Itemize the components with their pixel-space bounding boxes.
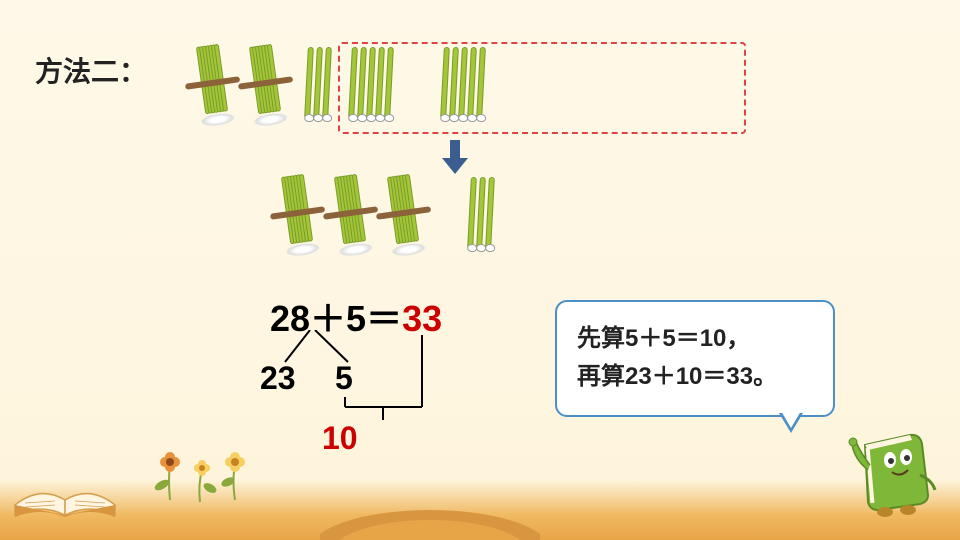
sticks-row-bottom xyxy=(275,175,493,250)
open-book-icon xyxy=(10,455,120,525)
decomp-sum: 10 xyxy=(322,420,358,457)
stick-bundle xyxy=(185,42,240,123)
decomp-left: 23 xyxy=(260,360,296,397)
arrow-down-icon xyxy=(440,140,470,175)
bracket-lines xyxy=(330,335,430,425)
loose-sticks-3 xyxy=(306,47,330,119)
bubble-tail xyxy=(779,413,803,433)
stick-bundle xyxy=(238,42,293,123)
stick-bundle xyxy=(270,172,325,253)
method-title: 方法二： xyxy=(35,50,147,90)
grouping-box xyxy=(338,42,746,134)
equation-answer: 33 xyxy=(402,298,442,339)
loose-sticks-3b xyxy=(469,177,493,249)
flowers-decoration xyxy=(140,430,290,510)
hill-decoration xyxy=(320,490,540,540)
book-mascot-icon xyxy=(840,410,940,520)
stick-bundle xyxy=(323,172,378,253)
bubble-line1: 先算5＋5＝10， xyxy=(577,320,813,358)
explanation-bubble: 先算5＋5＝10， 再算23＋10＝33。 xyxy=(555,300,835,417)
bubble-line2: 再算23＋10＝33。 xyxy=(577,358,813,396)
stick-bundle xyxy=(376,172,431,253)
